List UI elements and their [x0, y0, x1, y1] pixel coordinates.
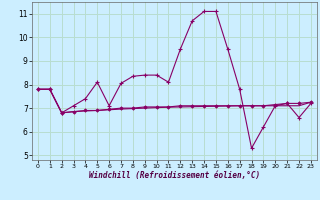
X-axis label: Windchill (Refroidissement éolien,°C): Windchill (Refroidissement éolien,°C) [89, 171, 260, 180]
